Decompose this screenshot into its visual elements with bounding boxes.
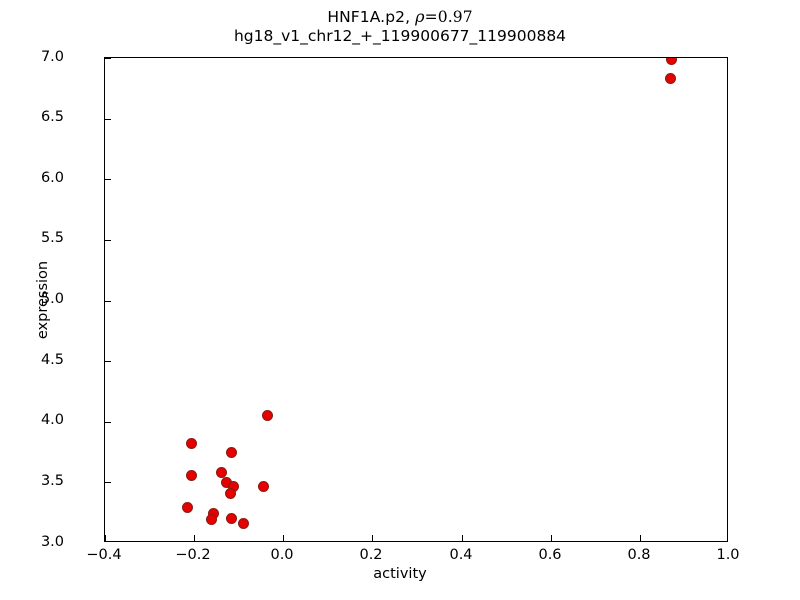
ytick-label: 3.5: [40, 473, 64, 489]
y-axis-label-text: expression: [35, 260, 51, 340]
scatter-point: [224, 487, 236, 499]
scatter-point: [226, 513, 238, 525]
chart-title-line-2: hg18_v1_chr12_+_119900677_119900884: [233, 26, 567, 45]
plot-surface: [105, 58, 727, 541]
ytick-label: 7.0: [40, 49, 64, 65]
scatter-point: [225, 446, 237, 458]
y-tick-mark: [105, 361, 111, 363]
xtick-label: 0.2: [359, 547, 383, 563]
y-tick-mark: [105, 58, 111, 59]
scatter-point: [186, 438, 198, 450]
ytick-label: 6.5: [40, 109, 64, 125]
x-tick-mark: [105, 535, 106, 541]
ytick-label: 6.0: [40, 170, 64, 186]
x-tick-mark: [550, 535, 552, 541]
ytick-label: 4.0: [40, 412, 64, 428]
rho-value: =0.97: [424, 8, 473, 26]
scatter-point: [666, 58, 678, 65]
scatter-point: [186, 469, 198, 481]
scatter-point: [237, 518, 249, 530]
y-tick-mark: [105, 118, 111, 120]
xtick-label: 0.0: [270, 547, 294, 563]
ytick-label: 5.5: [40, 230, 64, 246]
ytick-label: 5.0: [40, 291, 64, 307]
scatter-point: [181, 502, 193, 514]
x-tick-mark: [372, 535, 374, 541]
rho-symbol: ρ: [415, 7, 425, 26]
x-tick-mark: [194, 535, 196, 541]
y-tick-mark: [105, 421, 111, 423]
xtick-label: 0.8: [627, 547, 651, 563]
xtick-label: −0.2: [175, 547, 211, 563]
y-tick-mark: [105, 239, 111, 241]
y-tick-mark: [105, 179, 111, 181]
xtick-label: 0.6: [538, 547, 562, 563]
x-axis-label: activity: [373, 566, 427, 582]
ytick-label: 4.5: [40, 352, 64, 368]
x-tick-mark: [639, 535, 641, 541]
scatter-point: [257, 480, 269, 492]
xtick-label: −0.4: [86, 547, 122, 563]
ytick-label: 3.0: [40, 534, 64, 550]
chart-title: HNF1A.p2, ρ=0.97 hg18_v1_chr12_+_1199006…: [0, 7, 800, 45]
scatter-point: [664, 73, 676, 85]
chart-title-line-1: HNF1A.p2, ρ=0.97: [0, 7, 800, 27]
scatter-point: [215, 467, 227, 479]
chart-title-gene: HNF1A.p2,: [327, 8, 416, 26]
plot-axes: [104, 57, 728, 542]
xtick-label: 0.4: [449, 547, 473, 563]
scatter-point: [262, 410, 274, 422]
y-axis-label: expression: [0, 0, 93, 600]
scatter-point: [206, 514, 218, 526]
y-tick-mark: [105, 482, 111, 484]
x-tick-mark: [461, 535, 463, 541]
y-tick-mark: [105, 300, 111, 302]
x-tick-mark: [283, 535, 285, 541]
xtick-label: 1.0: [716, 547, 740, 563]
